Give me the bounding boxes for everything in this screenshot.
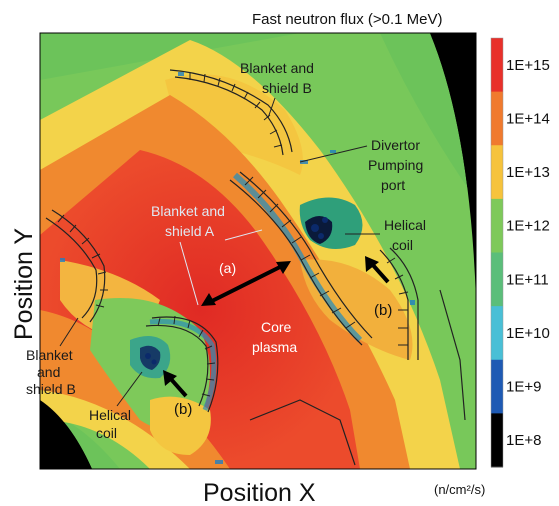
colorbar-tick-label: 1E+11 bbox=[506, 271, 549, 288]
annotation-b-right: (b) bbox=[365, 256, 392, 319]
blanket-structures bbox=[45, 69, 466, 466]
x-axis-label: Position X bbox=[203, 479, 316, 506]
svg-text:(b): (b) bbox=[174, 401, 192, 418]
colorbar-ticks: 1E+15 1E+14 1E+13 1E+12 1E+11 1E+10 1E+9 1E+8 bbox=[506, 57, 550, 449]
plot-frame bbox=[39, 32, 477, 470]
colorbar-tick-label: 1E+12 bbox=[506, 218, 550, 235]
annotation-blanket-b-left: Blanket and shield B bbox=[26, 317, 79, 397]
svg-text:shield A: shield A bbox=[165, 223, 215, 239]
annotation-helical-right: Helical coil bbox=[345, 217, 426, 253]
svg-text:(b): (b) bbox=[374, 302, 392, 319]
annotation-core: Core plasma bbox=[252, 319, 297, 355]
colorbar-tick-label: 1E+13 bbox=[506, 164, 550, 181]
edge-speckle bbox=[60, 72, 415, 464]
svg-text:Divertor: Divertor bbox=[371, 137, 420, 153]
svg-text:shield B: shield B bbox=[26, 381, 76, 397]
left-lower-yellow bbox=[150, 396, 211, 455]
svg-text:Blanket: Blanket bbox=[26, 347, 73, 363]
colorbar-tick-label: 1E+14 bbox=[506, 110, 550, 127]
colorbar-swatch bbox=[491, 359, 503, 414]
svg-text:port: port bbox=[381, 177, 405, 193]
svg-text:plasma: plasma bbox=[252, 339, 297, 355]
svg-text:Pumping: Pumping bbox=[368, 157, 423, 173]
svg-text:(a): (a) bbox=[219, 260, 236, 276]
blanket-a-boundary bbox=[233, 172, 363, 343]
colorbar-swatch bbox=[491, 91, 503, 146]
coil-flux-speckle bbox=[145, 217, 328, 365]
colorbar-swatch bbox=[491, 306, 503, 361]
svg-text:Helical: Helical bbox=[384, 217, 426, 233]
annotation-b-left: (b) bbox=[163, 370, 192, 418]
flux-heatmap bbox=[40, 33, 476, 469]
annotation-a: (a) bbox=[201, 260, 291, 306]
annotation-blanket-a: Blanket and shield A bbox=[151, 203, 263, 306]
svg-text:coil: coil bbox=[392, 237, 413, 253]
core-plasma-region bbox=[40, 150, 360, 469]
svg-text:Helical: Helical bbox=[89, 407, 131, 423]
svg-text:Blanket and: Blanket and bbox=[240, 60, 314, 76]
chart-title: Fast neutron flux (>0.1 MeV) bbox=[252, 11, 443, 28]
blanket-segment-ticks bbox=[57, 72, 409, 397]
colorbar-unit-label: (n/cm²/s) bbox=[434, 482, 485, 497]
right-coil-dark bbox=[305, 216, 333, 244]
colorbar-tick-label: 1E+15 bbox=[506, 57, 550, 74]
colorbar-tick-label: 1E+8 bbox=[506, 432, 541, 449]
colorbar-swatch bbox=[491, 145, 503, 200]
annotation-blanket-b-top: Blanket and shield B bbox=[240, 60, 314, 119]
svg-text:coil: coil bbox=[96, 425, 117, 441]
annotation-divertor: Divertor Pumping port bbox=[299, 137, 423, 193]
colorbar-frame bbox=[490, 37, 504, 468]
annotation-helical-left: Helical coil bbox=[89, 371, 143, 441]
colorbar-swatch bbox=[491, 38, 503, 93]
colorbar: 1E+15 1E+14 1E+13 1E+12 1E+11 1E+10 1E+9 1E+8 bbox=[490, 37, 550, 468]
svg-text:and: and bbox=[37, 364, 60, 380]
upper-right-vacuum bbox=[430, 33, 476, 300]
upper-yellow-lobe bbox=[165, 74, 303, 175]
svg-text:Blanket and: Blanket and bbox=[151, 203, 225, 219]
colorbar-swatch bbox=[491, 198, 503, 253]
svg-text:shield B: shield B bbox=[262, 80, 312, 96]
colorbar-swatch bbox=[491, 252, 503, 307]
y-axis-label: Position Y bbox=[10, 228, 38, 340]
colorbar-tick-label: 1E+10 bbox=[506, 325, 550, 342]
svg-text:Core: Core bbox=[261, 319, 292, 335]
lower-left-vacuum bbox=[40, 400, 92, 469]
colorbar-tick-label: 1E+9 bbox=[506, 379, 541, 396]
colorbar-swatch bbox=[491, 413, 503, 468]
right-blanket-region bbox=[300, 259, 413, 360]
colorbar-swatches bbox=[490, 37, 504, 468]
